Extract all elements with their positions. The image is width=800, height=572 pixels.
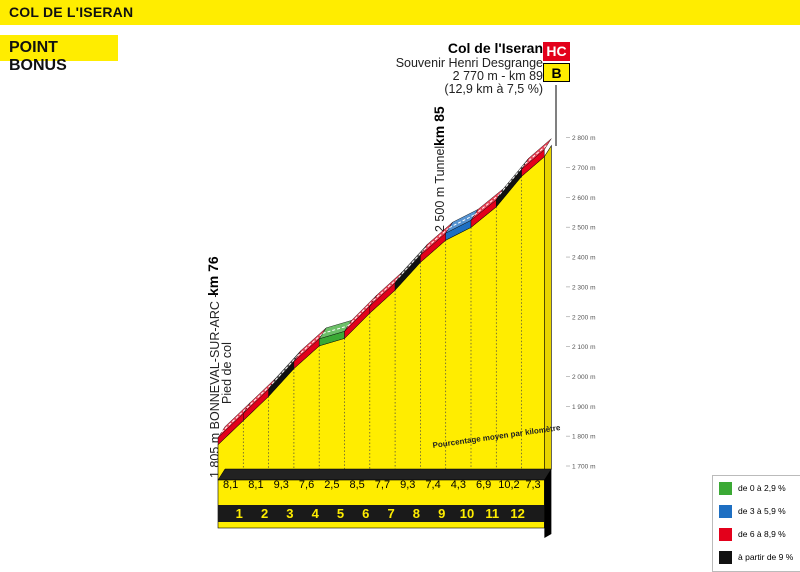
km-marker: 8 xyxy=(413,506,420,521)
km-marker: 7 xyxy=(387,506,394,521)
km-marker: 1 xyxy=(236,506,243,521)
ribbon-dashed-line xyxy=(221,407,248,433)
ribbon-dashed-line xyxy=(524,143,549,165)
gradient-legend: de 0 à 2,9 % de 3 à 5,9 % de 6 à 8,9 % à… xyxy=(712,475,800,572)
y-tick-label: 2 500 m xyxy=(572,225,596,232)
ribbon-dashed-line xyxy=(474,193,501,216)
ribbon-dashed-line xyxy=(297,332,324,357)
legend-swatch-black xyxy=(719,551,732,564)
base-km-strip xyxy=(218,505,545,522)
legend-swatch-green xyxy=(719,482,732,495)
y-tick-label: 2 200 m xyxy=(572,314,596,321)
segment-gradient-value: 7,6 xyxy=(299,479,314,491)
y-tick-label: 2 000 m xyxy=(572,374,596,381)
km-marker: 9 xyxy=(438,506,445,521)
y-tick-label: 1 900 m xyxy=(572,404,596,411)
segment-gradient-value: 7,4 xyxy=(425,479,440,491)
legend-label-black: à partir de 9 % xyxy=(738,552,794,562)
segment-gradient-value: 9,3 xyxy=(400,479,415,491)
base-side-face xyxy=(544,469,552,538)
ribbon-dashed-line xyxy=(423,227,450,251)
ribbon-dashed-line xyxy=(347,300,374,327)
header-bar: COL DE L'ISERAN xyxy=(0,0,800,25)
km-marker: 5 xyxy=(337,506,344,521)
km-marker: 3 xyxy=(286,506,293,521)
category-b-badge: B xyxy=(543,63,570,82)
segment-gradient-value: 10,2 xyxy=(498,479,519,491)
y-tick-label: 2 100 m xyxy=(572,344,596,351)
y-tick-label: 2 800 m xyxy=(572,135,596,142)
ribbon-dashed-line xyxy=(499,163,526,195)
ribbon-dashed-line xyxy=(246,383,273,409)
y-tick-label: 1 800 m xyxy=(572,434,596,441)
ribbon-front-segment xyxy=(521,149,545,177)
point-bonus-label: POINT BONUS xyxy=(9,39,67,74)
segment-gradient-value: 8,1 xyxy=(248,479,263,491)
km-marker: 12 xyxy=(510,506,524,521)
segment-gradient-value: 8,5 xyxy=(350,479,365,491)
y-tick-label: 2 400 m xyxy=(572,255,596,262)
km-marker: 11 xyxy=(485,506,499,521)
segment-gradient-value: 9,3 xyxy=(274,479,289,491)
legend-label-green: de 0 à 2,9 % xyxy=(738,483,786,493)
segment-gradient-value: 7,3 xyxy=(525,479,540,491)
y-tick-label: 2 600 m xyxy=(572,195,596,202)
ribbon-dashed-line xyxy=(271,355,298,385)
summit-name: Col de l'Iseran xyxy=(447,40,543,56)
point-bonus-badge: POINT BONUS xyxy=(0,35,118,74)
legend-swatch-red xyxy=(719,528,732,541)
category-hc-badge: HC xyxy=(543,42,570,61)
summit-climb-stats: (12,9 km à 7,5 %) xyxy=(444,82,543,96)
summit-altitude-km: 2 770 m - km 89 xyxy=(452,69,543,83)
y-tick-label: 1 700 m xyxy=(572,464,596,471)
header-title: COL DE L'ISERAN xyxy=(9,4,134,20)
legend-label-red: de 6 à 8,9 % xyxy=(738,529,786,539)
segment-gradient-value: 2,5 xyxy=(324,479,339,491)
ribbon-dashed-line xyxy=(398,249,425,278)
legend-label-blue: de 3 à 5,9 % xyxy=(738,506,786,516)
legend-swatch-blue xyxy=(719,505,732,518)
summit-subtitle: Souvenir Henri Desgrange xyxy=(395,56,543,70)
km-marker: 10 xyxy=(460,506,474,521)
ribbon-dashed-line xyxy=(322,325,349,334)
y-tick-label: 2 300 m xyxy=(572,284,596,291)
km-marker: 4 xyxy=(312,506,320,521)
segment-gradient-value: 7,7 xyxy=(375,479,390,491)
km-marker: 2 xyxy=(261,506,268,521)
ribbon-dashed-line xyxy=(372,277,399,301)
segment-gradient-value: 6,9 xyxy=(476,479,491,491)
km-marker: 6 xyxy=(362,506,369,521)
y-tick-label: 2 700 m xyxy=(572,165,596,172)
segment-gradient-value: 4,3 xyxy=(451,479,466,491)
segment-gradient-value: 8,1 xyxy=(223,479,238,491)
